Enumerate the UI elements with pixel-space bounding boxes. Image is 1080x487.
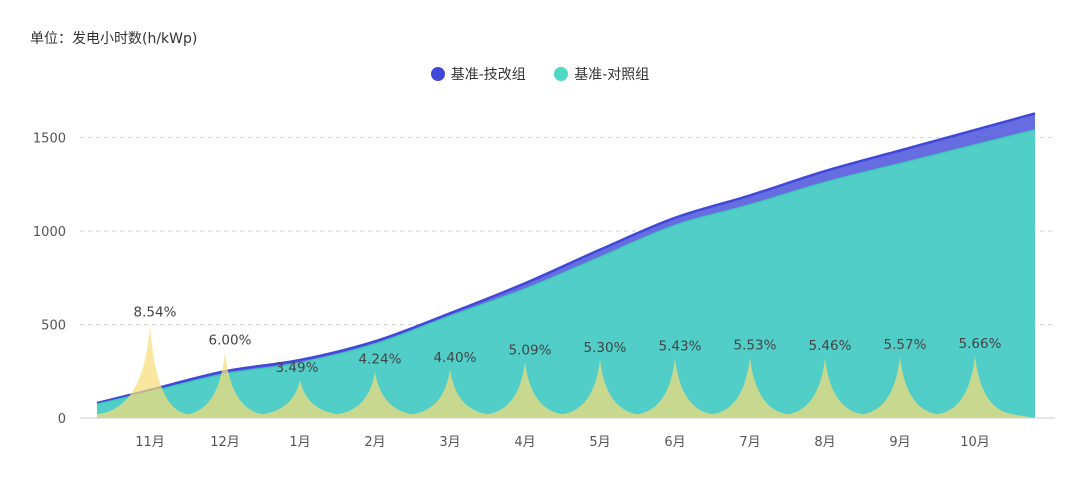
- legend-label-series-a: 基准-技改组: [450, 67, 526, 83]
- chart-unit-label: 单位：发电小时数(h/kWp): [30, 31, 198, 47]
- percent-label-12: 5.66%: [959, 336, 1002, 352]
- x-tick-label-4: 2月: [364, 435, 385, 450]
- y-tick-label-1000: 1000: [33, 225, 66, 240]
- legend-label-series-b: 基准-对照组: [574, 67, 650, 83]
- x-tick-label-12: 10月: [960, 435, 990, 450]
- x-tick-label-8: 6月: [664, 435, 685, 450]
- chart-legend: 基准-技改组 基准-对照组: [0, 64, 1080, 85]
- percent-label-2: 6.00%: [209, 332, 252, 348]
- x-tick-label-10: 8月: [814, 435, 835, 450]
- percent-label-3: 3.49%: [276, 360, 319, 376]
- percent-label-10: 5.46%: [809, 338, 852, 354]
- x-tick-label-7: 5月: [589, 435, 610, 450]
- x-tick-label-1: 11月: [135, 435, 165, 450]
- series-line-b: [96, 129, 1036, 405]
- percent-label-4: 4.24%: [359, 352, 402, 368]
- percent-label-1: 8.54%: [134, 304, 177, 320]
- series-line-a: [96, 112, 1036, 405]
- percent-label-8: 5.43%: [659, 339, 702, 355]
- percent-label-11: 5.57%: [884, 337, 927, 353]
- series-area-b: [97, 129, 1035, 418]
- percent-label-9: 5.53%: [734, 337, 777, 353]
- percent-label-6: 5.09%: [509, 342, 552, 358]
- x-tick-label-2: 12月: [210, 435, 240, 450]
- legend-dot-series-a: [430, 67, 445, 81]
- x-tick-label-3: 1月: [289, 435, 310, 450]
- x-tick-label-9: 7月: [739, 435, 760, 450]
- legend-dot-series-b: [554, 67, 569, 81]
- y-tick-label-500: 500: [41, 318, 66, 333]
- percent-label-7: 5.30%: [584, 340, 627, 356]
- y-tick-label-1500: 1500: [33, 131, 66, 146]
- y-tick-label-0: 0: [58, 412, 66, 427]
- percent-label-5: 4.40%: [434, 350, 477, 366]
- x-tick-label-5: 3月: [439, 435, 460, 450]
- legend-item-series-b[interactable]: 基准-对照组: [554, 64, 649, 84]
- x-tick-label-6: 4月: [514, 435, 535, 450]
- x-tick-label-11: 9月: [889, 435, 910, 450]
- legend-item-series-a[interactable]: 基准-技改组: [430, 64, 526, 84]
